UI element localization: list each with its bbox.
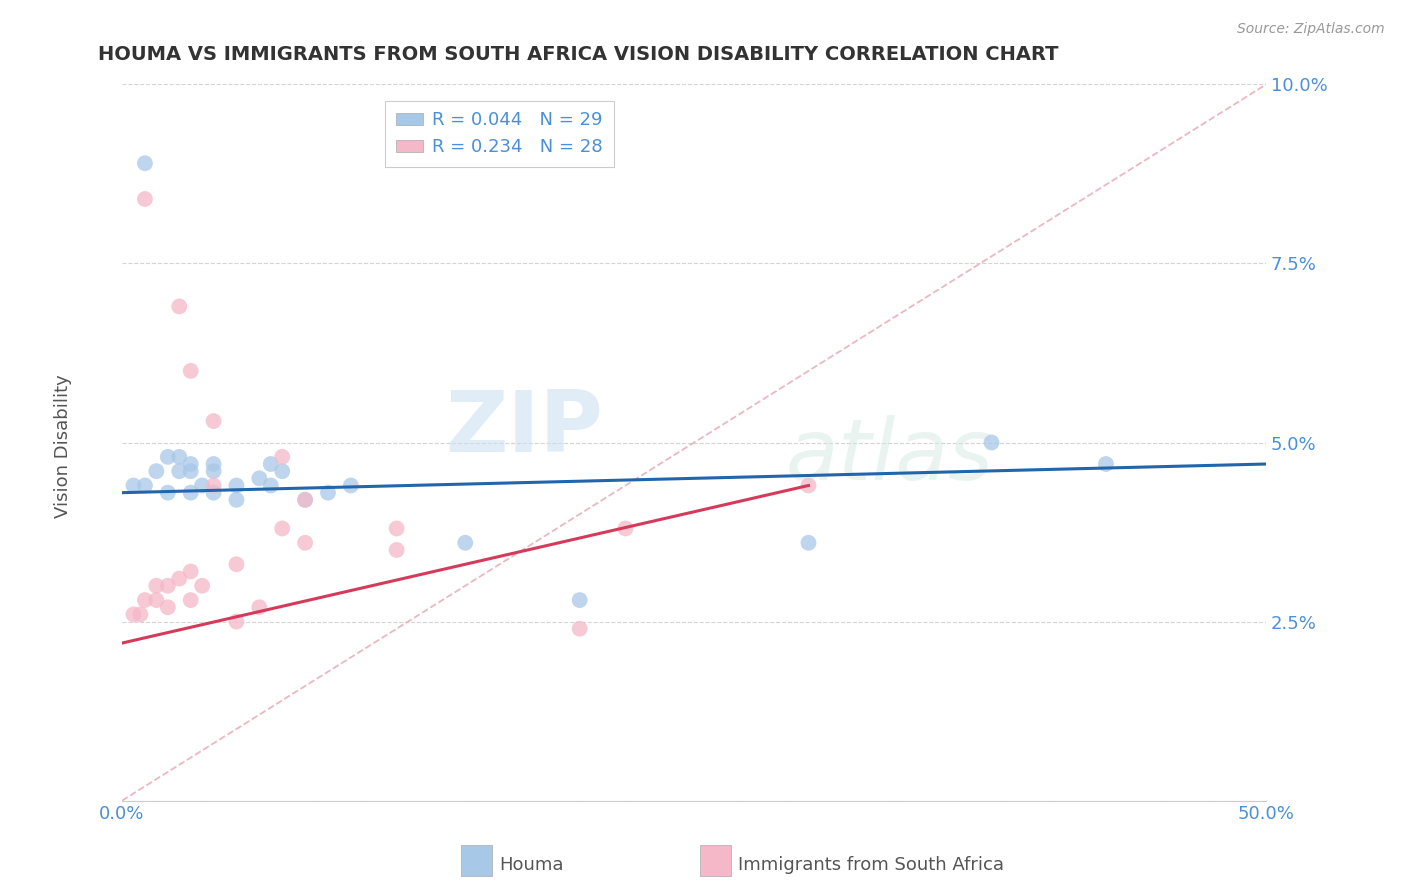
Point — [225, 492, 247, 507]
Point — [167, 300, 190, 314]
Point — [247, 471, 270, 485]
Point — [122, 607, 145, 622]
Point — [145, 579, 167, 593]
Point — [134, 156, 156, 170]
Point — [191, 478, 214, 492]
Point — [260, 457, 283, 471]
Text: Immigrants from South Africa: Immigrants from South Africa — [738, 856, 1004, 874]
Point — [202, 485, 225, 500]
Point — [568, 593, 591, 607]
Text: atlas: atlas — [786, 416, 994, 499]
Text: ZIP: ZIP — [444, 387, 603, 470]
Point — [122, 478, 145, 492]
Point — [180, 485, 202, 500]
Point — [568, 622, 591, 636]
Point — [271, 450, 294, 464]
Point — [156, 600, 179, 615]
Point — [129, 607, 152, 622]
Point — [294, 492, 316, 507]
Text: Vision Disability: Vision Disability — [55, 374, 72, 518]
Point — [247, 600, 270, 615]
Point — [167, 572, 190, 586]
Point — [202, 464, 225, 478]
Point — [191, 579, 214, 593]
Text: Houma: Houma — [499, 856, 564, 874]
Point — [167, 464, 190, 478]
Point — [145, 593, 167, 607]
Point — [385, 543, 408, 558]
Point — [225, 478, 247, 492]
Point — [134, 478, 156, 492]
Point — [180, 457, 202, 471]
Point — [1095, 457, 1118, 471]
Point — [797, 478, 820, 492]
Point — [180, 593, 202, 607]
Point — [156, 450, 179, 464]
Point — [294, 492, 316, 507]
Point — [180, 464, 202, 478]
Point — [180, 364, 202, 378]
Point — [271, 521, 294, 535]
Point — [614, 521, 637, 535]
Point — [156, 485, 179, 500]
Point — [980, 435, 1002, 450]
Point — [260, 478, 283, 492]
Point — [202, 478, 225, 492]
Point — [134, 192, 156, 206]
Point — [145, 464, 167, 478]
Point — [797, 536, 820, 550]
Point — [225, 615, 247, 629]
Point — [385, 521, 408, 535]
Point — [134, 593, 156, 607]
Legend: R = 0.044   N = 29, R = 0.234   N = 28: R = 0.044 N = 29, R = 0.234 N = 28 — [385, 101, 614, 168]
Point — [454, 536, 477, 550]
Point — [180, 565, 202, 579]
Point — [225, 558, 247, 572]
Point — [294, 536, 316, 550]
Text: HOUMA VS IMMIGRANTS FROM SOUTH AFRICA VISION DISABILITY CORRELATION CHART: HOUMA VS IMMIGRANTS FROM SOUTH AFRICA VI… — [98, 45, 1059, 63]
Text: Source: ZipAtlas.com: Source: ZipAtlas.com — [1237, 22, 1385, 37]
Point — [156, 579, 179, 593]
Point — [340, 478, 363, 492]
Point — [167, 450, 190, 464]
Point — [271, 464, 294, 478]
Point — [202, 414, 225, 428]
Point — [202, 457, 225, 471]
Point — [316, 485, 339, 500]
